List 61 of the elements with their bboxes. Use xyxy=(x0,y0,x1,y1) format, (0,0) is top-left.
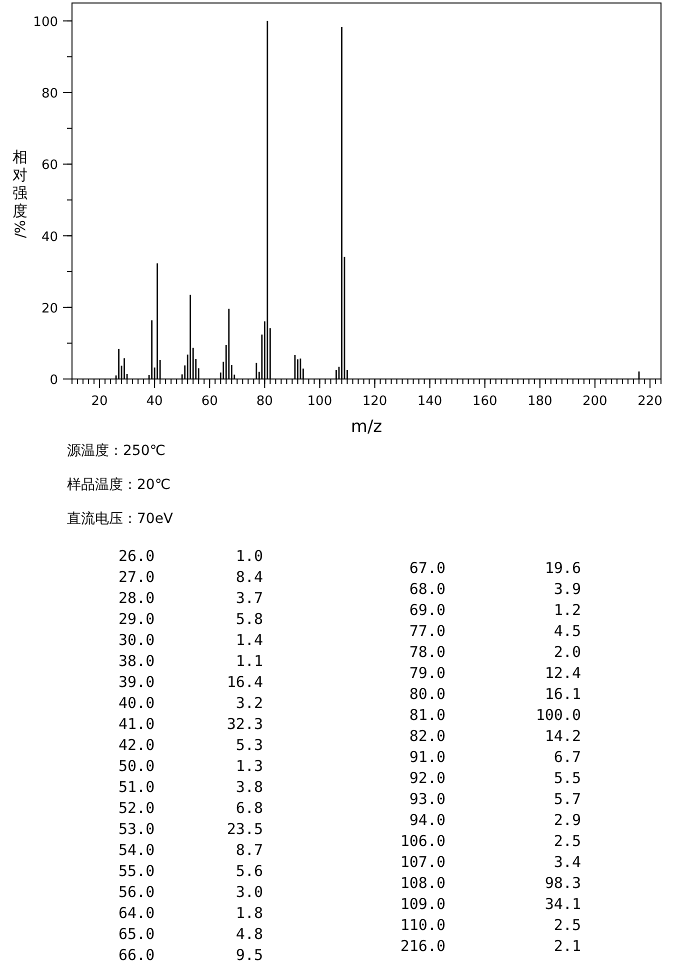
x-tick-label: 20 xyxy=(91,394,108,409)
x-tick-label: 80 xyxy=(256,394,273,409)
x-tick-label: 100 xyxy=(307,394,332,409)
x-tick-label: 60 xyxy=(201,394,218,409)
y-tick-label: 20 xyxy=(41,301,58,316)
x-tick-label: 40 xyxy=(146,394,163,409)
text: 30.0 1.4 xyxy=(118,631,263,649)
y-axis-title: 相对强度/% xyxy=(12,148,29,238)
x-tick-label: 160 xyxy=(472,394,498,409)
text: 55.0 5.6 xyxy=(118,862,263,880)
text: 26.0 1.0 xyxy=(118,547,263,565)
text: 69.0 1.2 xyxy=(409,601,581,619)
text: 65.0 4.8 xyxy=(118,925,263,943)
text: 64.0 1.8 xyxy=(118,904,263,922)
text: 源温度：250℃ xyxy=(67,443,166,459)
text: 54.0 8.7 xyxy=(118,841,263,859)
text: 28.0 3.7 xyxy=(118,589,263,607)
text: 42.0 5.3 xyxy=(118,736,263,754)
y-tick-label: 40 xyxy=(41,230,58,245)
text: 40.0 3.2 xyxy=(118,694,263,712)
text: 106.0 2.5 xyxy=(400,832,581,850)
x-tick-label: 140 xyxy=(417,394,442,409)
text: 92.0 5.5 xyxy=(409,769,581,787)
text: 67.0 19.6 xyxy=(409,559,581,577)
y-tick-label: 0 xyxy=(50,373,58,388)
text: 51.0 3.8 xyxy=(118,778,263,796)
text: 79.0 12.4 xyxy=(409,664,581,682)
text: 216.0 2.1 xyxy=(400,937,581,955)
text: 109.0 34.1 xyxy=(400,895,581,913)
text: 77.0 4.5 xyxy=(409,622,581,640)
text: 52.0 6.8 xyxy=(118,799,263,817)
text: 110.0 2.5 xyxy=(400,916,581,934)
x-axis-title: m/z xyxy=(350,417,382,437)
text: 53.0 23.5 xyxy=(118,820,263,838)
text: 56.0 3.0 xyxy=(118,883,263,901)
text: 38.0 1.1 xyxy=(118,652,263,670)
text: 29.0 5.8 xyxy=(118,610,263,628)
text: 107.0 3.4 xyxy=(400,853,581,871)
y-tick-label: 60 xyxy=(41,158,58,174)
text: 94.0 2.9 xyxy=(409,811,581,829)
text: 91.0 6.7 xyxy=(409,748,581,766)
y-tick-label: 80 xyxy=(41,86,58,102)
text: 81.0 100.0 xyxy=(409,706,581,724)
text: 68.0 3.9 xyxy=(409,580,581,598)
text: 66.0 9.5 xyxy=(118,946,263,964)
y-tick-label: 100 xyxy=(33,14,58,30)
text: 108.0 98.3 xyxy=(400,874,581,892)
text: 50.0 1.3 xyxy=(118,757,263,775)
x-tick-label: 220 xyxy=(638,394,662,409)
text: 80.0 16.1 xyxy=(409,685,581,703)
text: 39.0 16.4 xyxy=(118,673,263,691)
x-tick-label: 120 xyxy=(362,394,388,409)
text: 78.0 2.0 xyxy=(409,643,581,661)
text: 41.0 32.3 xyxy=(118,715,263,733)
text: 93.0 5.7 xyxy=(409,790,581,808)
text: 82.0 14.2 xyxy=(409,727,581,745)
x-tick-label: 200 xyxy=(582,394,608,409)
text: 直流电压：70eV xyxy=(67,511,174,527)
text: 样品温度：20℃ xyxy=(67,477,171,493)
x-tick-label: 180 xyxy=(527,394,552,409)
text: 27.0 8.4 xyxy=(118,568,263,586)
